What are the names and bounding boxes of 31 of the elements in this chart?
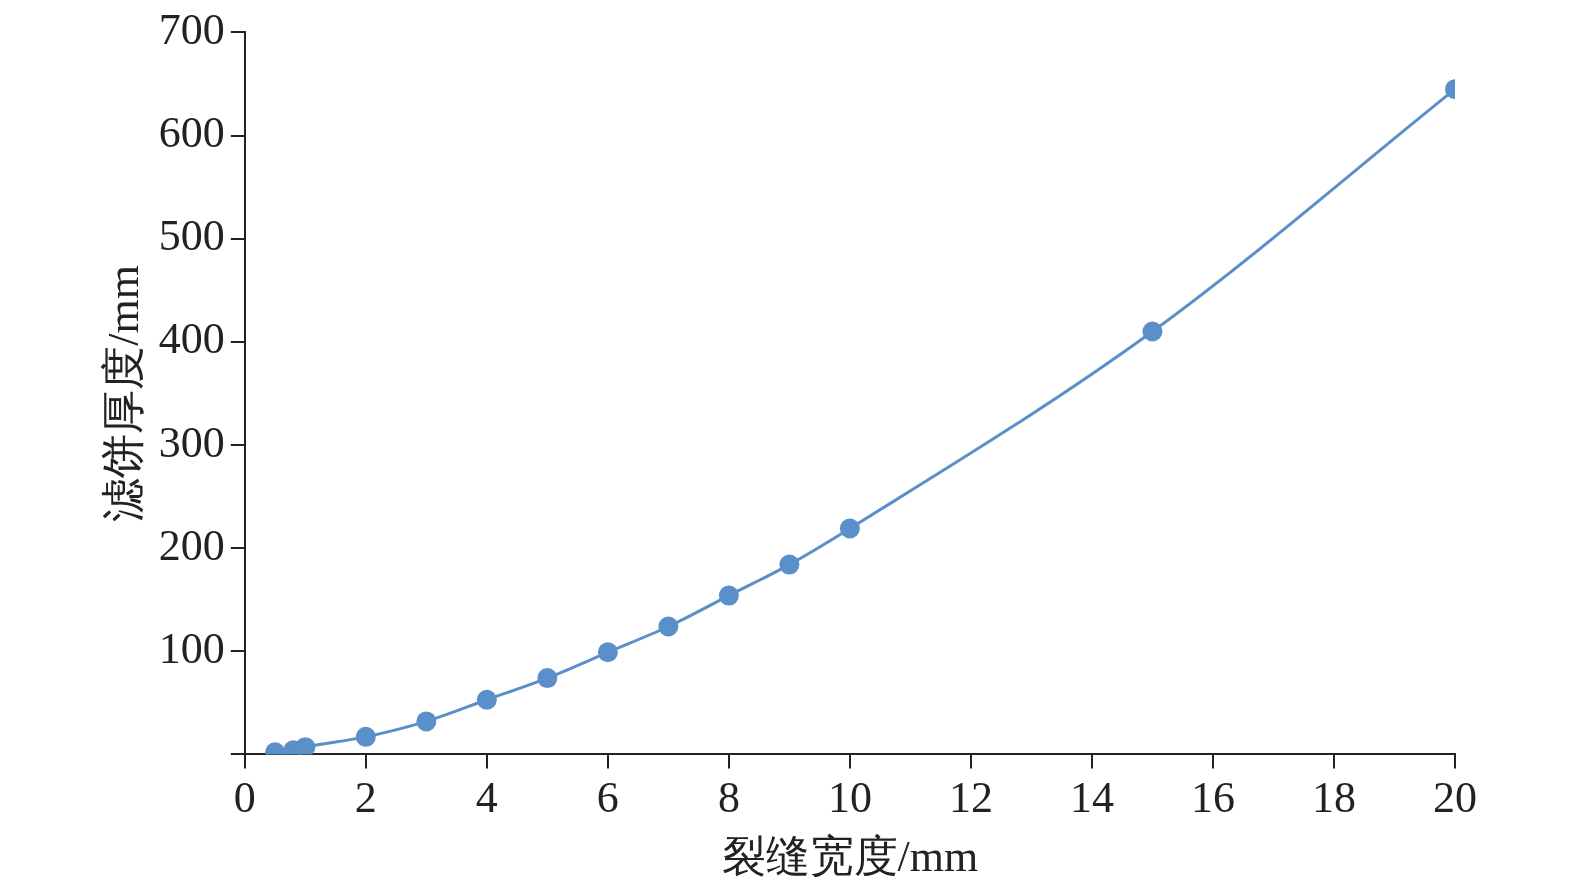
x-tick-label: 20 [1433, 773, 1477, 823]
x-tick-label: 10 [827, 773, 872, 823]
point [658, 616, 679, 637]
x-axis-title: 裂缝宽度/mm [721, 832, 979, 882]
x-tick-label: 16 [1190, 773, 1235, 823]
x-tick-label: 2 [354, 773, 377, 823]
point [295, 737, 316, 755]
point [718, 585, 739, 606]
y-tick-label: 700 [158, 4, 225, 54]
point [416, 711, 437, 732]
y-tick-label: 600 [158, 108, 225, 158]
y-axis-title: 滤饼厚度/mm [98, 265, 148, 522]
y-tick-label: 500 [158, 211, 225, 261]
y-tick-label: 200 [158, 520, 225, 570]
point [476, 689, 497, 710]
y-tick-label: 300 [158, 417, 225, 467]
x-tick-label: 6 [596, 773, 619, 823]
point [839, 518, 860, 539]
point [597, 642, 618, 663]
point [355, 726, 376, 747]
point [1142, 321, 1163, 342]
y-tick-label: 400 [158, 314, 225, 364]
x-tick-label: 0 [233, 773, 256, 823]
point [537, 668, 558, 689]
x-tick-label: 14 [1069, 773, 1114, 823]
x-tick-label: 18 [1311, 773, 1356, 823]
x-tick-label: 8 [717, 773, 740, 823]
y-tick-label: 100 [158, 623, 225, 673]
point [779, 554, 800, 575]
x-tick-label: 12 [948, 773, 993, 823]
x-tick-label: 4 [475, 773, 498, 823]
